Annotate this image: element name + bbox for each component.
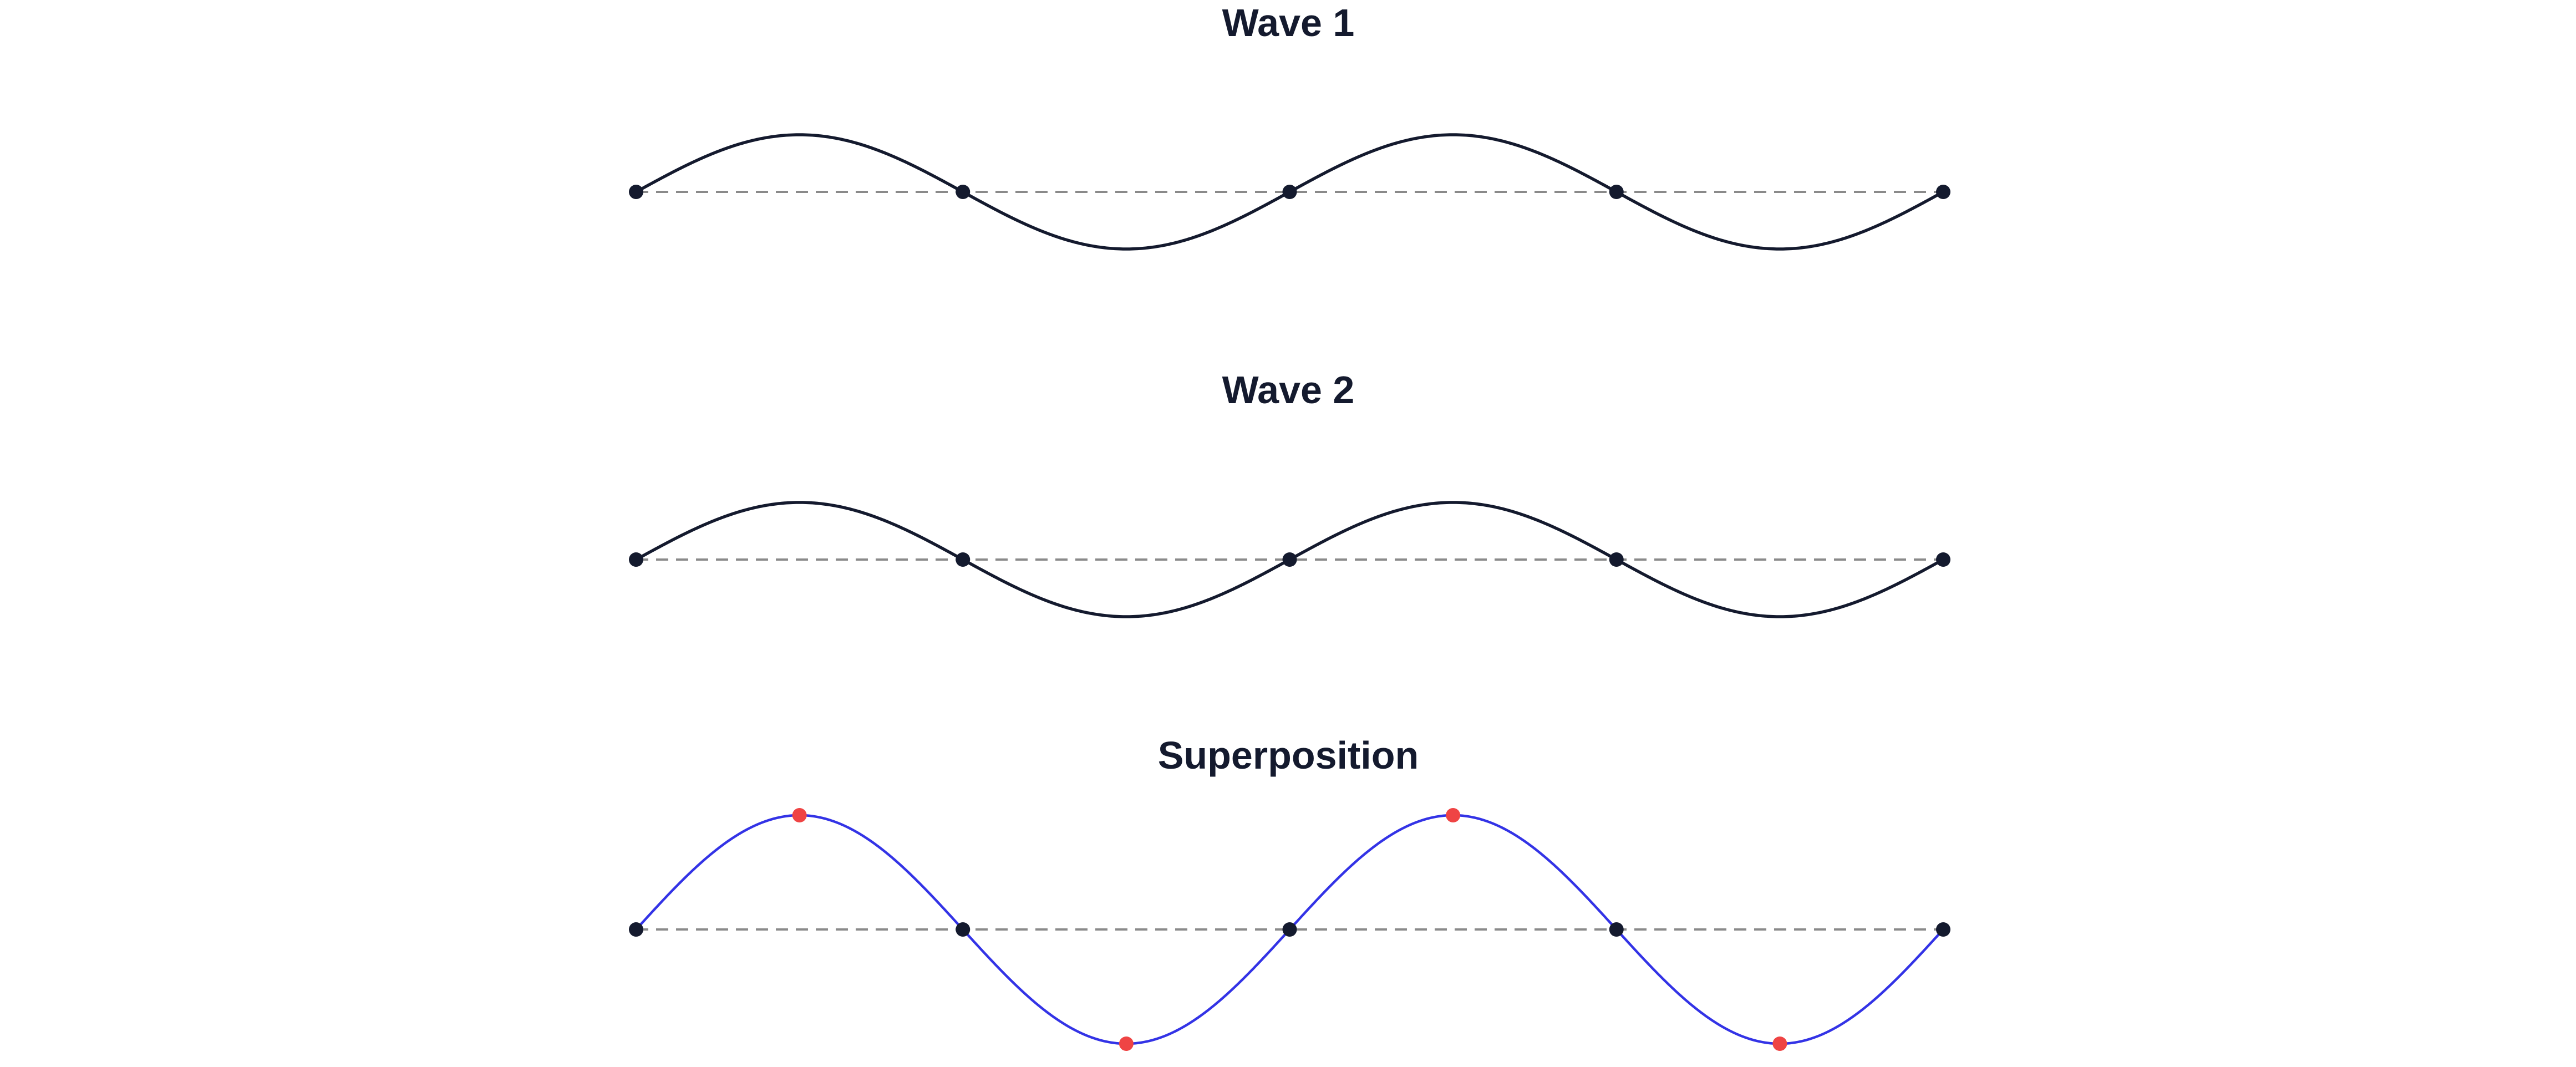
superposition-node-5 <box>1936 922 1950 937</box>
panel-title-wave-1: Wave 1 <box>1222 1 1355 44</box>
superposition-node-2 <box>956 922 971 937</box>
superposition-node-3 <box>1282 922 1297 937</box>
panel-title-wave-2: Wave 2 <box>1222 368 1355 411</box>
wave-1-plot <box>629 133 1950 251</box>
wave-2-plot <box>629 501 1950 618</box>
panel-title-superposition: Superposition <box>1158 734 1419 777</box>
wave-1-node-4 <box>1609 185 1624 199</box>
wave-1-node-3 <box>1282 185 1297 199</box>
panel-wave-1: Wave 1 <box>629 1 1950 251</box>
superposition-plot <box>629 808 1950 1051</box>
wave-2-node-1 <box>629 552 643 567</box>
wave-2-node-3 <box>1282 552 1297 567</box>
wave-2-node-4 <box>1609 552 1624 567</box>
superposition-node-4 <box>1609 922 1624 937</box>
superposition-antinode-4 <box>1772 1036 1787 1051</box>
panel-wave-2: Wave 2 <box>629 368 1950 618</box>
wave-2-node-5 <box>1936 552 1950 567</box>
superposition-antinode-2 <box>1119 1036 1134 1051</box>
wave-2-node-2 <box>956 552 971 567</box>
wave-1-node-2 <box>956 185 971 199</box>
panel-superposition: Superposition <box>629 734 1950 1051</box>
wave-1-node-1 <box>629 185 643 199</box>
superposition-node-1 <box>629 922 643 937</box>
superposition-antinode-3 <box>1446 808 1461 822</box>
superposition-antinode-1 <box>792 808 807 822</box>
wave-1-node-5 <box>1936 185 1950 199</box>
